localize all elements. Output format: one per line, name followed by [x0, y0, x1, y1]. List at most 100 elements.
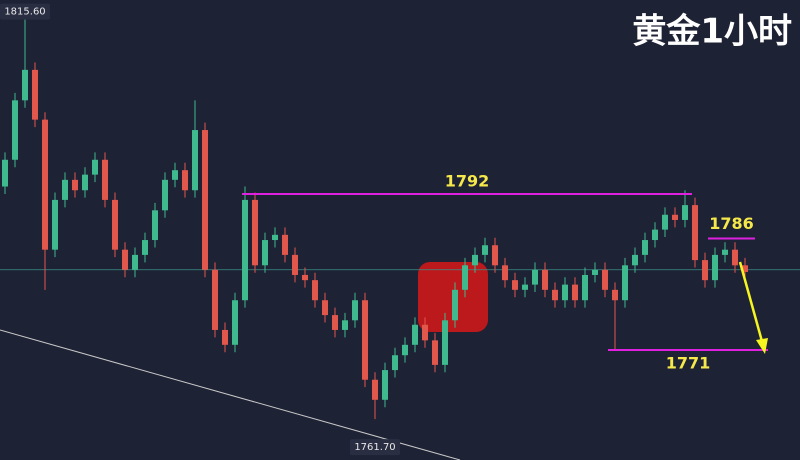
candle-body: [2, 159, 8, 187]
candle: [102, 152, 108, 208]
candle-body: [372, 379, 378, 400]
candle: [192, 100, 198, 198]
candle: [612, 282, 618, 351]
candle-body: [632, 254, 638, 266]
arrow-shaft: [738, 261, 765, 346]
candle: [452, 282, 458, 328]
candle: [302, 267, 308, 288]
candle: [32, 62, 38, 128]
candle-body: [492, 245, 498, 266]
candle: [712, 247, 718, 288]
candle-body: [572, 284, 578, 301]
candle-body: [22, 69, 28, 101]
candle: [12, 92, 18, 168]
candle: [292, 247, 298, 283]
candle-body: [52, 199, 58, 250]
candle-body: [742, 265, 748, 272]
candle: [282, 227, 288, 263]
candle: [552, 282, 558, 308]
candle-body: [192, 130, 198, 191]
candle: [232, 292, 238, 353]
candle: [212, 262, 218, 338]
annotations: 1815.60 1761.70 1792 1786 1771: [0, 3, 768, 456]
candle: [352, 292, 358, 328]
candle-body: [312, 280, 318, 301]
candle-body: [512, 280, 518, 290]
candle: [682, 190, 688, 228]
candle: [522, 277, 528, 298]
candle: [572, 277, 578, 308]
candle: [22, 18, 28, 108]
price-tag: 1761.70: [354, 442, 395, 453]
level-label: 1786: [709, 214, 754, 233]
price-tag-box: [350, 439, 400, 456]
candle-body: [172, 170, 178, 180]
candle: [492, 237, 498, 273]
candle: [42, 112, 48, 290]
candle: [342, 312, 348, 338]
candle-body: [42, 119, 48, 250]
candle-body: [142, 240, 148, 255]
candle-body: [382, 370, 388, 400]
candle: [582, 267, 588, 308]
candle-body: [622, 265, 628, 301]
candle: [132, 247, 138, 278]
candle: [392, 347, 398, 378]
candle-body: [352, 300, 358, 321]
candle: [472, 247, 478, 273]
candle: [92, 152, 98, 183]
level-label: 1792: [445, 171, 490, 190]
candle: [722, 242, 728, 263]
candle-body: [82, 174, 88, 191]
price-tag-box: [0, 3, 50, 20]
candle: [362, 292, 368, 388]
candle-body: [412, 324, 418, 345]
candle: [252, 192, 258, 273]
candle: [482, 237, 488, 263]
candle: [502, 257, 508, 288]
candle-body: [432, 340, 438, 365]
candle-body: [672, 214, 678, 220]
candle-body: [252, 199, 258, 266]
candle: [512, 272, 518, 298]
candle-body: [242, 199, 248, 301]
chart-title: 黄金1小时: [632, 12, 792, 52]
candle: [622, 257, 628, 308]
candle-body: [602, 269, 608, 290]
candle: [632, 247, 638, 273]
candle-body: [422, 324, 428, 341]
candle-body: [202, 130, 208, 270]
candle: [202, 122, 208, 278]
candle: [442, 312, 448, 373]
candle: [332, 307, 338, 338]
candle-body: [522, 284, 528, 290]
candle: [532, 262, 538, 293]
candle: [562, 277, 568, 308]
candle: [72, 172, 78, 198]
candle-body: [282, 234, 288, 255]
candle: [162, 172, 168, 218]
candle-body: [442, 320, 448, 365]
trend-line: [0, 329, 461, 460]
candle: [702, 252, 708, 288]
candle: [462, 257, 468, 298]
candle-body: [532, 269, 538, 285]
candle-body: [652, 229, 658, 241]
candle-body: [92, 159, 98, 175]
candle: [402, 337, 408, 363]
candle-body: [472, 254, 478, 266]
candle-body: [462, 265, 468, 290]
candle-body: [562, 284, 568, 301]
candle: [62, 172, 68, 208]
candle: [692, 197, 698, 268]
candle-body: [722, 249, 728, 255]
candle-body: [292, 254, 298, 275]
candle-body: [712, 254, 718, 281]
candle-body: [12, 100, 18, 160]
candle-body: [452, 289, 458, 321]
candle-body: [342, 320, 348, 330]
candle: [82, 167, 88, 198]
candle-body: [552, 289, 558, 301]
candles: [0, 18, 800, 420]
